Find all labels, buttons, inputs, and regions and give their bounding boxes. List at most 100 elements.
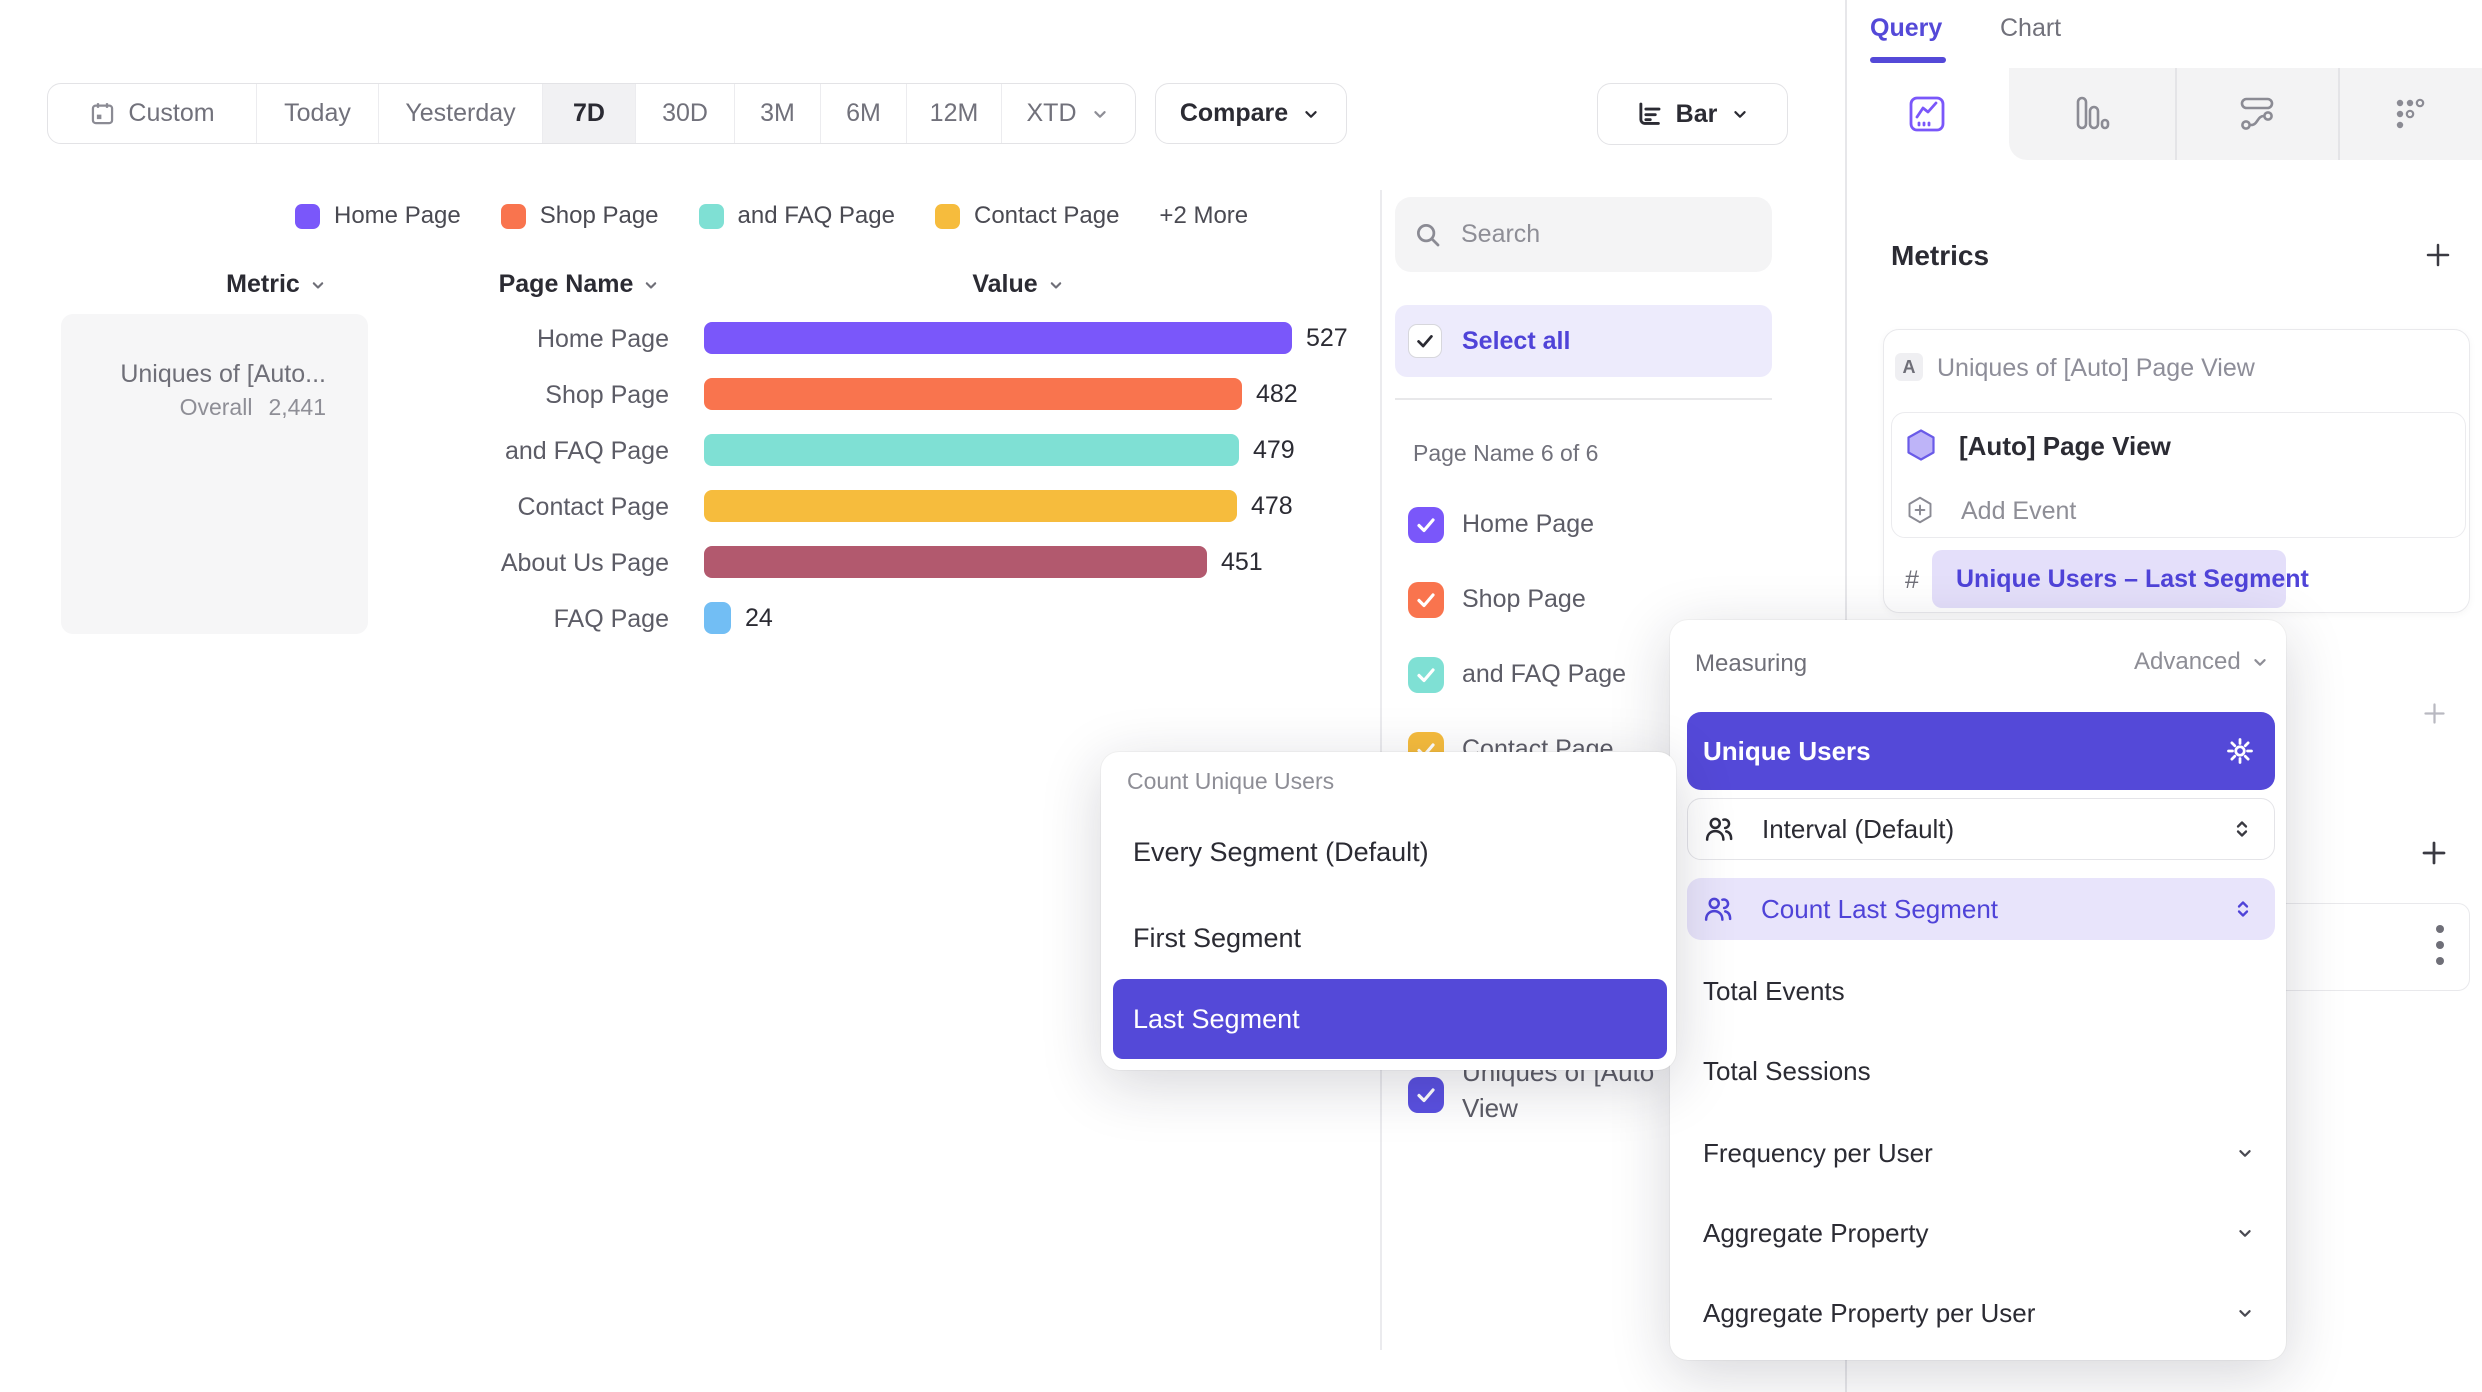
range-yesterday[interactable]: Yesterday <box>378 84 542 143</box>
bar-shop-page[interactable] <box>704 378 1242 410</box>
kebab-menu-icon[interactable] <box>2436 925 2444 965</box>
measuring-row-count-last-segment[interactable]: Count Last Segment <box>1687 878 2275 940</box>
range-12m[interactable]: 12M <box>906 84 1001 143</box>
add-event-icon <box>1906 496 1934 524</box>
checkbox-and-faq-page[interactable] <box>1408 657 1444 693</box>
chart-type-button[interactable]: Bar <box>1597 83 1788 145</box>
stepper-icon <box>2237 901 2249 917</box>
retention-tab[interactable] <box>2390 94 2430 134</box>
add-filter-button[interactable] <box>2421 700 2448 727</box>
compare-button[interactable]: Compare <box>1155 83 1347 144</box>
range-xtd[interactable]: XTD <box>1001 84 1135 143</box>
check-icon <box>1417 518 1435 533</box>
row-label: About Us Page <box>500 549 669 577</box>
select-all-row[interactable] <box>1395 305 1772 377</box>
bar-faq-page[interactable] <box>704 602 731 634</box>
gear-icon[interactable] <box>2225 736 2255 766</box>
event-label[interactable]: [Auto] Page View <box>1959 431 2171 461</box>
legend-item[interactable]: and FAQ Page <box>698 202 895 230</box>
plus-icon <box>2424 703 2445 724</box>
filter-group-label: Page Name 6 of 6 <box>1413 440 1599 466</box>
bar-chart-icon <box>1634 99 1664 129</box>
filter-item-label[interactable]: and FAQ Page <box>1462 660 1627 688</box>
filter-item-label[interactable]: Shop Page <box>1462 585 1586 613</box>
bar-and-faq-page[interactable] <box>704 434 1239 466</box>
add-metric-button[interactable] <box>2423 240 2453 270</box>
legend-item[interactable]: Shop Page <box>500 202 659 230</box>
checkbox-home-page[interactable] <box>1408 507 1444 543</box>
checkbox-shop-page[interactable] <box>1408 582 1444 618</box>
checkbox-uniques-metric[interactable] <box>1408 1077 1444 1113</box>
range-30d[interactable]: 30D <box>635 84 734 143</box>
flows-tab[interactable] <box>2237 94 2277 134</box>
measure-pill[interactable]: Unique Users – Last Segment <box>1932 550 2309 608</box>
select-all-label: Select all <box>1462 327 1571 355</box>
date-range-group: Custom Today Yesterday 7D 30D 3M 6M 12M … <box>47 83 1136 144</box>
metric-card-title[interactable]: Uniques of [Auto] Page View <box>1937 354 2255 382</box>
select-all-checkbox[interactable] <box>1408 324 1442 358</box>
bar-value: 527 <box>1306 324 1348 352</box>
active-tab-underline <box>1870 57 1946 63</box>
plus-icon <box>2426 243 2450 267</box>
chevron-down-icon <box>1729 103 1751 125</box>
add-breakdown-button[interactable] <box>2419 838 2449 868</box>
search-input[interactable] <box>1459 219 1743 250</box>
users-icon <box>1703 894 1733 924</box>
range-custom[interactable]: Custom <box>48 84 256 143</box>
bar-about-us-page[interactable] <box>704 546 1207 578</box>
bar-value: 482 <box>1256 380 1298 408</box>
measuring-option-total-sessions[interactable]: Total Sessions <box>1703 1056 1871 1086</box>
segment-option-first-segment[interactable]: First Segment <box>1133 923 1302 953</box>
retention-icon <box>2396 98 2425 129</box>
measuring-option-frequency-per-user[interactable]: Frequency per User <box>1703 1138 1933 1168</box>
bar-contact-page[interactable] <box>704 490 1237 522</box>
segment-option-last-segment[interactable]: Last Segment <box>1113 979 1667 1059</box>
column-header-metric[interactable]: Metric <box>157 270 397 299</box>
event-hexagon-icon <box>1906 429 1936 461</box>
measuring-option-aggregate-property-per-user[interactable]: Aggregate Property per User <box>1703 1298 2036 1328</box>
legend: Home Page Shop Page and FAQ Page Contact… <box>295 200 1248 232</box>
chevron-down-icon <box>2239 1150 2251 1157</box>
segment-option-every-segment[interactable]: Every Segment (Default) <box>1133 837 1429 867</box>
legend-swatch <box>500 203 526 229</box>
insights-tab[interactable] <box>1907 94 1947 134</box>
tab-chart[interactable]: Chart <box>2000 14 2062 42</box>
filter-item-label[interactable]: Home Page <box>1462 510 1595 538</box>
insights-icon <box>1909 96 1945 132</box>
row-label: Home Page <box>536 325 669 353</box>
chevron-down-icon <box>2254 659 2266 666</box>
bar-value: 451 <box>1221 548 1263 576</box>
measuring-option-total-events[interactable]: Total Events <box>1703 976 1845 1006</box>
search-icon <box>1413 220 1443 250</box>
metric-summary-box[interactable] <box>61 314 368 634</box>
bar-value: 479 <box>1253 436 1295 464</box>
range-7d[interactable]: 7D <box>542 84 635 143</box>
measuring-row-interval[interactable]: Interval (Default) <box>1687 798 2275 860</box>
stepper-icon <box>2236 821 2248 837</box>
chevron-down-icon <box>1300 103 1322 125</box>
range-6m[interactable]: 6M <box>820 84 906 143</box>
measuring-popup-title: Measuring <box>1695 650 1808 677</box>
tab-separator <box>2338 68 2340 160</box>
measuring-option-unique-users[interactable]: Unique Users <box>1687 712 2275 790</box>
range-today[interactable]: Today <box>256 84 378 143</box>
row-label: Contact Page <box>517 493 670 521</box>
bar-home-page[interactable] <box>704 322 1292 354</box>
measuring-option-aggregate-property[interactable]: Aggregate Property <box>1703 1218 1929 1248</box>
legend-item[interactable]: Contact Page <box>934 202 1119 230</box>
advanced-toggle[interactable]: Advanced <box>2134 648 2271 676</box>
search-box[interactable] <box>1395 197 1772 272</box>
funnels-icon <box>2076 96 2110 130</box>
chevron-down-icon <box>1089 103 1111 125</box>
tab-query[interactable]: Query <box>1870 14 1943 42</box>
range-3m[interactable]: 3M <box>734 84 820 143</box>
funnels-tab[interactable] <box>2072 94 2112 134</box>
column-header-value[interactable]: Value <box>899 270 1139 299</box>
legend-swatch <box>698 203 724 229</box>
row-label: Shop Page <box>545 381 669 409</box>
add-event-label[interactable]: Add Event <box>1961 497 2077 525</box>
chevron-down-icon <box>312 281 324 289</box>
legend-item[interactable]: Home Page <box>295 202 461 230</box>
column-header-page-name[interactable]: Page Name <box>460 270 700 299</box>
legend-more[interactable]: +2 More <box>1159 202 1249 229</box>
